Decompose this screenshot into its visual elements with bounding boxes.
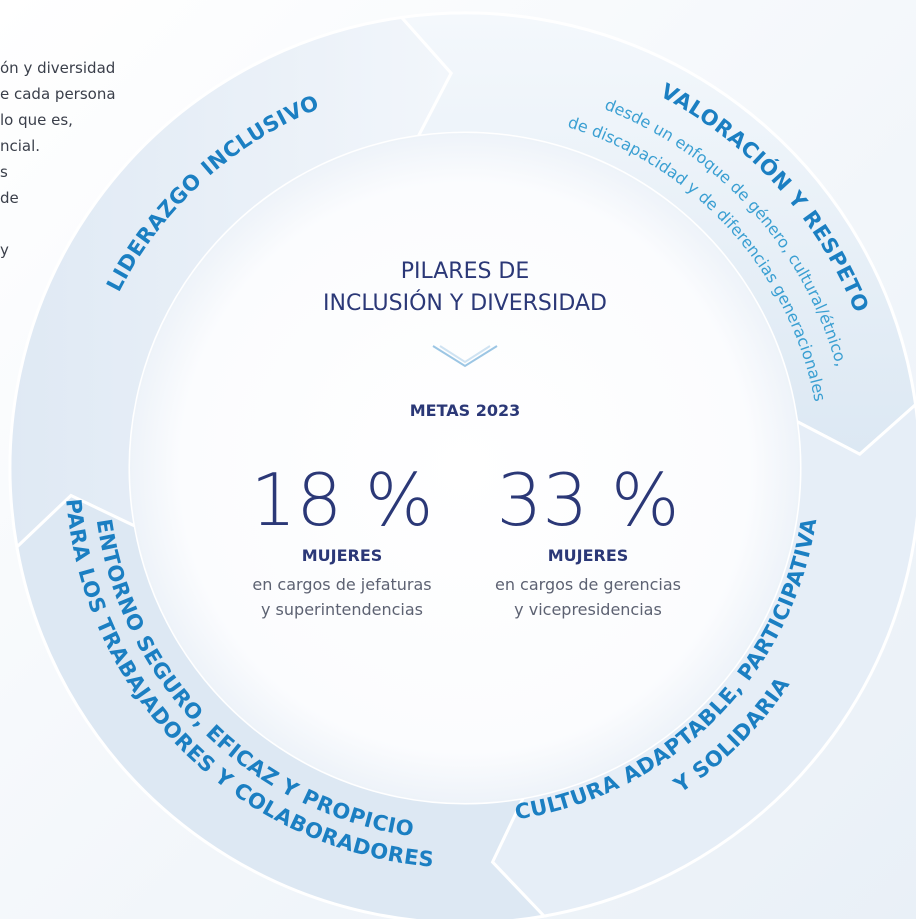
goal-description: en cargos de jefaturas	[252, 575, 431, 594]
chevron	[439, 345, 491, 364]
metas-label: METAS 2023	[410, 401, 521, 420]
goal-label: MUJERES	[302, 546, 383, 565]
intro-line: de	[0, 189, 19, 207]
goal-description: en cargos de gerencias	[495, 575, 681, 594]
goal-value: 18 %	[251, 458, 434, 542]
goal-label: MUJERES	[548, 546, 629, 565]
center-content: PILARES DE INCLUSIÓN Y DIVERSIDAD METAS …	[251, 259, 681, 619]
center-title: PILARES DE	[401, 259, 530, 284]
intro-line: ncial.	[0, 137, 40, 155]
intro-line: y	[0, 241, 9, 259]
goal-description: y superintendencias	[261, 600, 423, 619]
intro-line: s	[0, 163, 8, 181]
intro-line: ón y diversidad	[0, 59, 115, 77]
chevron	[432, 345, 498, 368]
ring-segment	[15, 493, 548, 923]
inner-circle	[130, 133, 800, 803]
intro-line: lo que es,	[0, 111, 73, 129]
goal-description: y vicepresidencias	[514, 600, 662, 619]
intro-text: ón y diversidad e cada persona lo que es, n…	[0, 59, 116, 259]
intro-line: e cada persona	[0, 85, 116, 103]
goal-value: 33 %	[497, 458, 680, 542]
center-title: INCLUSIÓN Y DIVERSIDAD	[323, 290, 607, 316]
ring-segments	[8, 11, 916, 923]
